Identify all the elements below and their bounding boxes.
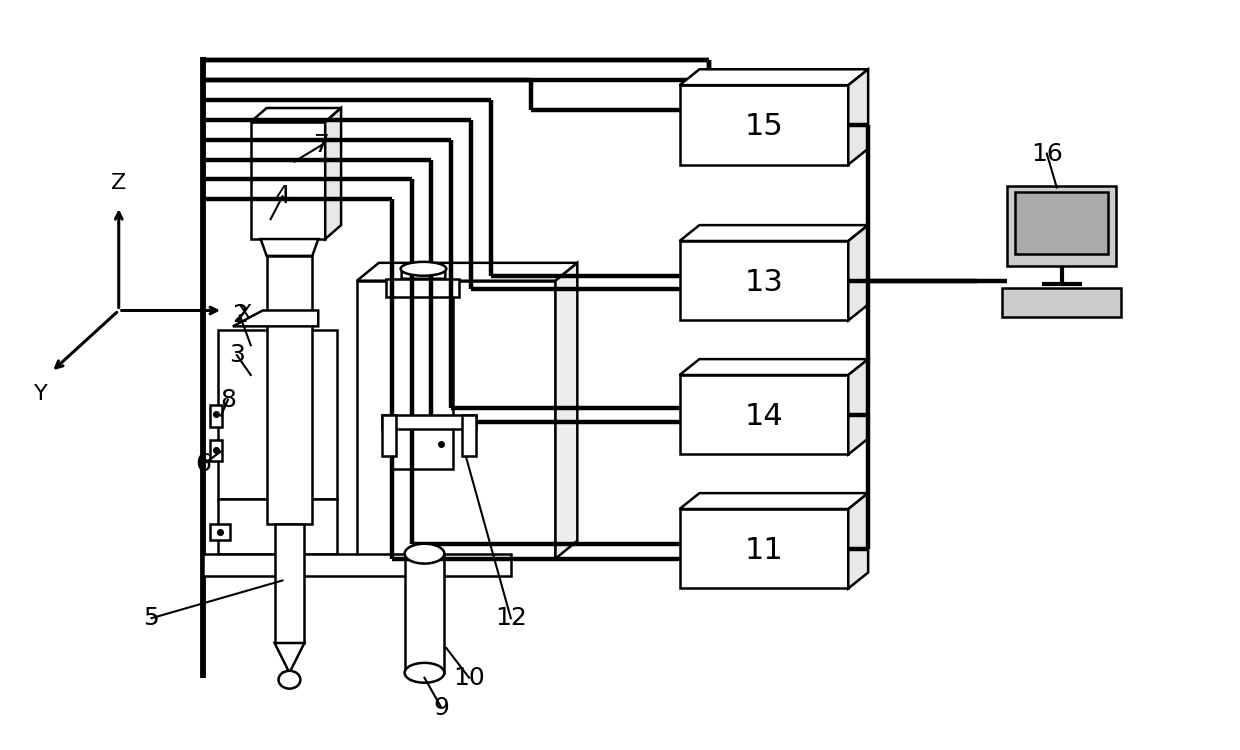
Bar (210, 405, 222, 427)
Bar (218, 330, 337, 499)
Polygon shape (848, 359, 868, 454)
Bar (210, 524, 229, 540)
Polygon shape (848, 69, 868, 164)
Bar (382, 415, 396, 457)
Text: 4: 4 (274, 184, 290, 209)
Ellipse shape (404, 544, 444, 563)
Text: 16: 16 (1030, 142, 1063, 166)
Bar (274, 524, 304, 643)
Text: 15: 15 (744, 112, 784, 141)
Text: 12: 12 (495, 606, 527, 630)
Bar (357, 280, 556, 559)
Ellipse shape (279, 670, 300, 688)
Polygon shape (848, 493, 868, 589)
Text: Y: Y (35, 384, 48, 404)
Bar (680, 509, 848, 589)
Bar (203, 554, 511, 575)
Text: X: X (236, 304, 252, 325)
Bar (386, 279, 459, 296)
Bar (218, 499, 337, 554)
Bar (382, 415, 476, 428)
Polygon shape (357, 262, 578, 280)
Polygon shape (325, 108, 341, 239)
Ellipse shape (404, 663, 444, 682)
Text: 13: 13 (744, 268, 784, 297)
Bar (210, 440, 222, 461)
Bar (404, 554, 444, 673)
Polygon shape (680, 359, 868, 375)
Text: 7: 7 (314, 133, 330, 157)
Bar (680, 86, 848, 164)
Text: 11: 11 (744, 536, 784, 566)
Bar (680, 375, 848, 454)
Text: 9: 9 (434, 695, 449, 719)
Bar (1016, 192, 1109, 254)
Text: 3: 3 (229, 344, 244, 368)
Bar (392, 286, 454, 470)
Polygon shape (680, 225, 868, 241)
Bar (250, 122, 325, 239)
Text: 10: 10 (454, 666, 485, 690)
Text: 2: 2 (232, 304, 248, 328)
Polygon shape (233, 310, 319, 326)
Polygon shape (260, 239, 319, 256)
Polygon shape (680, 69, 868, 86)
Bar (680, 241, 848, 320)
Text: 8: 8 (219, 388, 236, 412)
Text: Z: Z (112, 173, 126, 194)
Bar (1002, 288, 1121, 317)
Polygon shape (680, 493, 868, 509)
Polygon shape (402, 262, 445, 279)
Polygon shape (848, 225, 868, 320)
Polygon shape (274, 643, 304, 673)
Text: 6: 6 (195, 452, 211, 476)
Text: 14: 14 (744, 402, 784, 431)
Ellipse shape (401, 262, 446, 276)
Bar (267, 256, 312, 524)
Bar (1007, 187, 1116, 266)
Text: 5: 5 (144, 606, 160, 630)
Bar (463, 415, 476, 457)
Polygon shape (250, 108, 341, 122)
Polygon shape (556, 262, 578, 559)
